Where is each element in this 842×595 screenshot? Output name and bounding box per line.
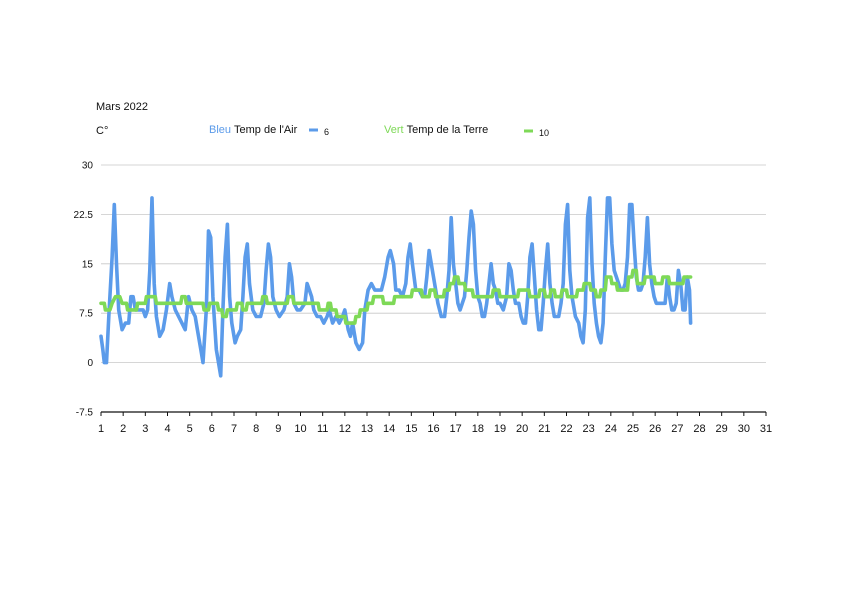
x-tick-label: 8: [253, 423, 259, 435]
x-tick-label: 19: [494, 423, 506, 435]
x-tick-label: 25: [627, 423, 639, 435]
x-tick-label: 15: [405, 423, 417, 435]
x-tick-label: 21: [538, 423, 550, 435]
legend-color-word-green: Vert: [384, 124, 404, 136]
x-tick-label: 23: [583, 423, 595, 435]
x-tick-label: 24: [605, 423, 617, 435]
legend-item-earth: Vert Temp de la Terre: [384, 124, 488, 136]
legend-label-air: Temp de l'Air: [234, 124, 298, 136]
y-tick-label: -7.5: [76, 408, 94, 419]
x-tick-label: 11: [317, 423, 328, 435]
x-tick-label: 9: [275, 423, 281, 435]
y-tick-label: 30: [82, 161, 94, 172]
legend-color-word-blue: Bleu: [209, 124, 231, 136]
y-axis-label: C°: [96, 125, 108, 137]
y-tick-label: 15: [82, 259, 94, 270]
x-tick-label: 14: [383, 423, 395, 435]
x-tick-label: 5: [187, 423, 193, 435]
legend-value-air: 6: [324, 127, 329, 137]
series-line-earth: [99, 268, 693, 325]
y-tick-labels: -7.5 0 7.5 15 22.5 30: [74, 161, 94, 419]
x-tick-label: 28: [693, 423, 705, 435]
legend-label-earth: Temp de la Terre: [407, 124, 489, 136]
x-tick-label: 18: [472, 423, 484, 435]
x-tick-label: 13: [361, 423, 373, 435]
chart-title: Mars 2022: [96, 101, 148, 113]
legend: Bleu Temp de l'Air 6 Vert Temp de la Terre…: [209, 124, 549, 138]
x-tick-label: 2: [120, 423, 126, 435]
series-lines: [99, 196, 693, 378]
x-tick-label: 6: [209, 423, 215, 435]
legend-value-earth: 10: [539, 128, 549, 138]
x-tick-label: 30: [738, 423, 750, 435]
y-tick-label: 0: [87, 358, 93, 369]
x-tick-label: 1: [98, 423, 104, 435]
x-tick-label: 20: [516, 423, 528, 435]
x-tick-label: 27: [671, 423, 683, 435]
x-tick-label: 12: [339, 423, 351, 435]
y-tick-label: 7.5: [79, 309, 93, 320]
series-line-air: [99, 196, 693, 378]
x-tick-label: 17: [450, 423, 462, 435]
x-tick-label: 26: [649, 423, 661, 435]
y-tick-label: 22.5: [74, 210, 94, 221]
x-tick-label: 7: [231, 423, 237, 435]
x-tick-label: 10: [294, 423, 306, 435]
x-tick-label: 31: [760, 423, 772, 435]
x-tick-label: 3: [142, 423, 148, 435]
x-tick-label: 16: [427, 423, 439, 435]
x-tick-label: 22: [560, 423, 572, 435]
x-tick-labels: 1 2 3 4 5 6 7 8 9 10 11 12 13 14 15 16 17 18 19 20 21 22 23 24 2…: [98, 412, 772, 435]
x-tick-label: 29: [716, 423, 728, 435]
legend-item-air: Bleu Temp de l'Air: [209, 124, 298, 136]
x-tick-label: 4: [164, 423, 170, 435]
